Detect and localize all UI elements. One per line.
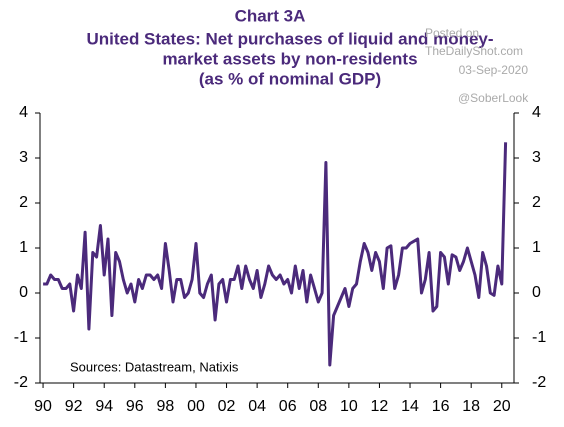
y2-tick-label: 4: [532, 104, 541, 121]
y2-tick-label: -2: [532, 374, 546, 391]
x-tick-label: 02: [218, 398, 236, 415]
watermark: Posted on: [425, 26, 479, 40]
x-tick-label: 18: [462, 398, 480, 415]
y-tick-label: 3: [19, 149, 28, 166]
x-tick-label: 12: [371, 398, 389, 415]
x-tick-label: 06: [279, 398, 297, 415]
y2-tick-label: -1: [532, 329, 546, 346]
x-tick-label: 10: [340, 398, 358, 415]
y-tick-label: 4: [19, 104, 28, 121]
y-tick-label: -1: [14, 329, 28, 346]
y2-tick-label: 0: [532, 284, 541, 301]
x-tick-label: 20: [493, 398, 511, 415]
x-tick-label: 14: [401, 398, 419, 415]
x-tick-label: 98: [156, 398, 174, 415]
y2-tick-label: 3: [532, 149, 541, 166]
subtitle: market assets by non-residents: [162, 49, 417, 68]
y-tick-label: -2: [14, 374, 28, 391]
subtitle: (as % of nominal GDP): [199, 69, 381, 88]
x-tick-label: 92: [65, 398, 83, 415]
x-tick-label: 08: [309, 398, 327, 415]
handle: @SoberLook: [458, 91, 529, 105]
subtitle: United States: Net purchases of liquid a…: [86, 29, 493, 48]
x-tick-label: 96: [126, 398, 144, 415]
x-tick-label: 00: [187, 398, 205, 415]
watermark: 03-Sep-2020: [459, 63, 529, 77]
x-tick-label: 90: [34, 398, 52, 415]
x-tick-label: 04: [248, 398, 266, 415]
chart-title: Chart 3A: [235, 6, 306, 25]
y-tick-label: 0: [19, 284, 28, 301]
y2-tick-label: 1: [532, 239, 541, 256]
x-tick-label: 16: [432, 398, 450, 415]
y2-tick-label: 2: [532, 194, 541, 211]
watermark: TheDailyShot.com: [425, 44, 523, 58]
data-line: [43, 142, 508, 367]
y-tick-label: 2: [19, 194, 28, 211]
x-tick-label: 94: [95, 398, 113, 415]
y-tick-label: 1: [19, 239, 28, 256]
source-note: Sources: Datastream, Natixis: [70, 359, 239, 374]
